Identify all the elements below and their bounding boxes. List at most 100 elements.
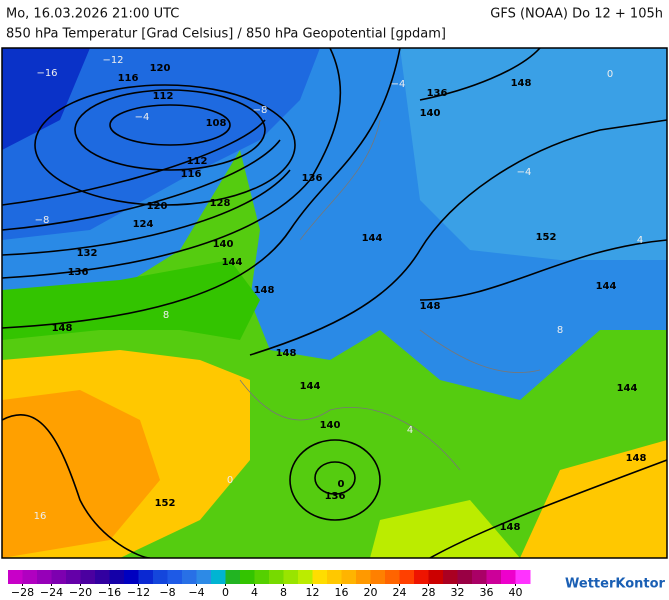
- colorbar-box: [399, 570, 415, 584]
- colorbar-box: [312, 570, 328, 584]
- colorbar-box: [95, 570, 110, 584]
- colorbar-box: [414, 570, 429, 584]
- temperature-label: 4: [407, 425, 413, 436]
- temperature-label: −4: [517, 167, 532, 178]
- colorbar-box: [356, 570, 371, 584]
- colorbar-box: [51, 570, 67, 584]
- colorbar-box: [501, 570, 516, 584]
- geopotential-label: 148: [420, 301, 441, 312]
- colorbar-box: [515, 570, 531, 584]
- colorbar-box: [22, 570, 38, 584]
- colorbar-label: 40: [509, 586, 523, 599]
- colorbar-label: 16: [335, 586, 349, 599]
- geopotential-label: 112: [187, 156, 208, 167]
- geopotential-label: 144: [222, 257, 243, 268]
- model-run: GFS (NOAA) Do 12 + 105h: [490, 7, 663, 22]
- datetime: Mo, 16.03.2026 21:00 UTC: [6, 7, 179, 22]
- colorbar-box: [196, 570, 212, 584]
- colorbar-label: 20: [364, 586, 378, 599]
- subtitle: 850 hPa Temperatur [Grad Celsius] / 850 …: [6, 27, 446, 42]
- colorbar-label: −8: [159, 586, 175, 599]
- colorbar-box: [225, 570, 241, 584]
- geopotential-label: 112: [153, 91, 174, 102]
- geopotential-label: 144: [300, 381, 321, 392]
- temperature-label: 0: [227, 475, 233, 486]
- colorbar-box: [211, 570, 226, 584]
- colorbar-box: [486, 570, 502, 584]
- map-frame: [1, 47, 668, 559]
- geopotential-label: 116: [181, 169, 202, 180]
- colorbar-label: −12: [127, 586, 150, 599]
- colorbar-label: 4: [251, 586, 258, 599]
- geopotential-label: 148: [626, 453, 647, 464]
- colorbar-label: −20: [69, 586, 92, 599]
- colorbar-box: [37, 570, 52, 584]
- geopotential-label: 132: [77, 248, 98, 259]
- geopotential-label: 144: [596, 281, 617, 292]
- colorbar-box: [240, 570, 255, 584]
- temperature-label: −16: [36, 68, 57, 79]
- colorbar-label: −28: [11, 586, 34, 599]
- geopotential-label: 148: [276, 348, 297, 359]
- colorbar-box: [182, 570, 197, 584]
- geopotential-label: 136: [427, 88, 448, 99]
- temperature-label: −4: [391, 79, 406, 90]
- colorbar-label: 8: [280, 586, 287, 599]
- colorbar-label: 12: [306, 586, 320, 599]
- geopotential-label: 0: [338, 479, 345, 490]
- geopotential-label: 136: [68, 267, 89, 278]
- geopotential-label: 140: [320, 420, 341, 431]
- geopotential-label: 108: [206, 118, 227, 129]
- geopotential-label: 148: [511, 78, 532, 89]
- geopotential-label: 148: [52, 323, 73, 334]
- colorbar-label: −24: [40, 586, 63, 599]
- temperature-label: −4: [135, 112, 150, 123]
- colorbar-label: −4: [188, 586, 204, 599]
- geopotential-label: 140: [213, 239, 234, 250]
- colorbar-label: 36: [480, 586, 494, 599]
- geopotential-label: 136: [302, 173, 323, 184]
- geopotential-label: 136: [325, 491, 346, 502]
- temperature-label: −8: [35, 215, 50, 226]
- geopotential-label: 116: [118, 73, 139, 84]
- colorbar-box: [283, 570, 299, 584]
- geopotential-label: 152: [536, 232, 557, 243]
- geopotential-label: 148: [500, 522, 521, 533]
- temperature-label: 8: [557, 325, 563, 336]
- temperature-label: 8: [163, 310, 169, 321]
- colorbar-box: [8, 570, 23, 584]
- temperature-label: 16: [34, 511, 47, 522]
- colorbar-box: [370, 570, 386, 584]
- colorbar-box: [153, 570, 168, 584]
- colorbar-box: [327, 570, 342, 584]
- temperature-label: −12: [102, 55, 123, 66]
- colorbar-box: [124, 570, 139, 584]
- colorbar-box: [167, 570, 183, 584]
- colorbar-label: −16: [98, 586, 121, 599]
- colorbar-box: [341, 570, 357, 584]
- colorbar-box: [457, 570, 473, 584]
- colorbar-box: [298, 570, 313, 584]
- colorbar-box: [254, 570, 270, 584]
- geopotential-label: 124: [133, 219, 154, 230]
- colorbar-box: [66, 570, 81, 584]
- geopotential-label: 148: [254, 285, 275, 296]
- colorbar-label: 0: [222, 586, 229, 599]
- temperature-label: 4: [637, 235, 643, 246]
- colorbar-box: [385, 570, 400, 584]
- geopotential-label: 140: [420, 108, 441, 119]
- colorbar-box: [428, 570, 444, 584]
- geopotential-label: 128: [210, 198, 231, 209]
- colorbar-box: [443, 570, 458, 584]
- logo: WetterKontor: [565, 577, 666, 592]
- temperature-label: −8: [253, 105, 268, 116]
- colorbar-box: [138, 570, 154, 584]
- colorbar-label: 28: [422, 586, 436, 599]
- colorbar-label: 24: [393, 586, 407, 599]
- geopotential-label: 120: [147, 201, 168, 212]
- geopotential-label: 144: [617, 383, 638, 394]
- colorbar-label: 32: [451, 586, 465, 599]
- colorbar-box: [269, 570, 284, 584]
